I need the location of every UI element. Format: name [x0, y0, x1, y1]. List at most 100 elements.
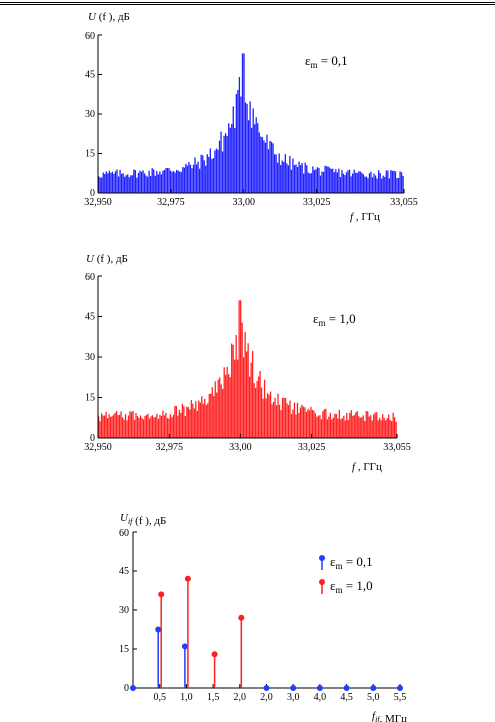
spectrum-bar: [377, 420, 379, 438]
spectrum-bar: [209, 148, 211, 193]
spectrum-bar: [318, 168, 320, 193]
spectrum-bar: [384, 176, 386, 193]
spectrum-bar: [289, 400, 291, 438]
spectrum-bar: [188, 162, 190, 193]
spectrum-bar: [334, 413, 336, 438]
spectrum-bar: [180, 171, 182, 193]
spectrum-bar: [306, 165, 308, 193]
spectrum-bar: [383, 417, 385, 438]
spectrum-bar: [247, 343, 249, 438]
spectrum-bar: [200, 154, 202, 193]
x-tick-label: 4,0: [314, 692, 327, 703]
spectrum-bar: [168, 168, 170, 193]
spectrum-bar: [114, 171, 117, 193]
spectrum-bar: [370, 171, 372, 193]
spectrum-bar: [162, 410, 164, 438]
spectrum-bar: [150, 175, 152, 193]
stem-marker: [181, 643, 188, 650]
spectrum-bar: [105, 412, 107, 438]
spectrum-bar: [343, 415, 345, 438]
spectrum-bar: [283, 397, 285, 438]
spectrum-bar: [217, 149, 219, 193]
spectrum-bar: [260, 387, 263, 438]
spectrum-bar: [128, 177, 130, 193]
stem-marker: [343, 685, 350, 691]
spectrum-bar: [246, 103, 248, 193]
spectrum-bar: [309, 173, 311, 193]
spectrum-bar: [214, 150, 216, 193]
spectrum-bar: [211, 387, 213, 438]
spectrum-bar: [156, 171, 158, 193]
spectrum-bar: [251, 127, 253, 193]
spectrum-bar: [111, 416, 113, 438]
spectrum-bar: [194, 157, 196, 193]
spectrum-bar: [350, 410, 352, 438]
spectrum-bar: [180, 412, 182, 438]
x-tick-label: 3,0: [287, 692, 300, 703]
spectrum-bar: [326, 419, 329, 438]
spectrum-bar: [142, 419, 145, 438]
spectrum-bar: [171, 417, 173, 438]
y-axis-label: Uif (f ), дБ: [120, 512, 166, 527]
epsilon-annotation: εm = 0,1: [305, 53, 348, 70]
x-tick-label: 2,0: [234, 692, 247, 703]
spectrum-bar: [241, 53, 244, 193]
spectrum-bar: [295, 164, 297, 193]
spectrum-bar: [183, 406, 185, 438]
y-tick-label: 15: [85, 149, 95, 160]
spectrum-bar: [271, 404, 273, 438]
spectrum-bar: [220, 384, 222, 438]
spectrum-bar: [111, 171, 114, 193]
spectrum-bar: [367, 411, 369, 438]
spectrum-bar: [102, 172, 104, 193]
spectrum-bar: [335, 414, 337, 438]
stem-marker: [238, 614, 245, 621]
spectrum-bar: [386, 417, 388, 438]
spectrum-bar: [136, 177, 138, 193]
x-tick-label: 32,950: [84, 197, 112, 208]
spectrum-bar: [265, 398, 267, 438]
spectrum-bar: [293, 165, 296, 193]
spectrum-bar: [195, 401, 197, 438]
spectrum-bar: [195, 164, 198, 193]
x-tick-label: 2,0: [260, 692, 273, 703]
spectrum-bar: [244, 102, 247, 193]
stem-marker: [130, 685, 136, 691]
spectrum-bar: [124, 414, 127, 438]
spectrum-bar: [219, 377, 221, 438]
spectrum-bar: [331, 419, 333, 438]
spectrum-bar: [402, 176, 404, 193]
spectrum-bar: [359, 171, 361, 193]
spectrum-bar: [355, 172, 357, 193]
spectrum-bar: [98, 176, 100, 193]
spectrum-bar: [237, 359, 239, 438]
spectrum-bar: [109, 416, 112, 438]
spectrum-bar: [396, 178, 398, 193]
spectrum-bar: [263, 379, 266, 438]
spectrum-bar: [249, 101, 251, 193]
spectrum-bar: [376, 178, 378, 193]
y-tick-label: 60: [85, 272, 95, 283]
x-axis-label: fif, МГц: [372, 710, 407, 722]
spectrum-bar: [266, 393, 269, 438]
spectrum-bar: [311, 409, 314, 438]
spectrum-bar: [116, 169, 118, 193]
spectrum-bar: [102, 415, 104, 438]
spectrum-bar: [185, 163, 187, 193]
spectrum-bar: [377, 170, 380, 193]
spectrum-bar: [207, 403, 209, 438]
spectrum-bar: [267, 149, 270, 193]
spectrum-bar: [344, 175, 346, 193]
spectrum-bar: [260, 136, 262, 193]
spectrum-bar: [314, 413, 317, 438]
spectrum-bar: [284, 154, 286, 193]
spectrum-bar: [392, 412, 394, 438]
spectrum-bar: [142, 170, 144, 193]
spectrum-bar: [120, 173, 123, 193]
spectrum-bar: [240, 96, 242, 193]
spectrum-bar: [187, 407, 189, 438]
spectrum-bar: [104, 174, 106, 193]
spectrum-bar: [313, 170, 316, 193]
spectrum-bar: [310, 406, 312, 438]
spectrum-bar: [228, 123, 230, 193]
